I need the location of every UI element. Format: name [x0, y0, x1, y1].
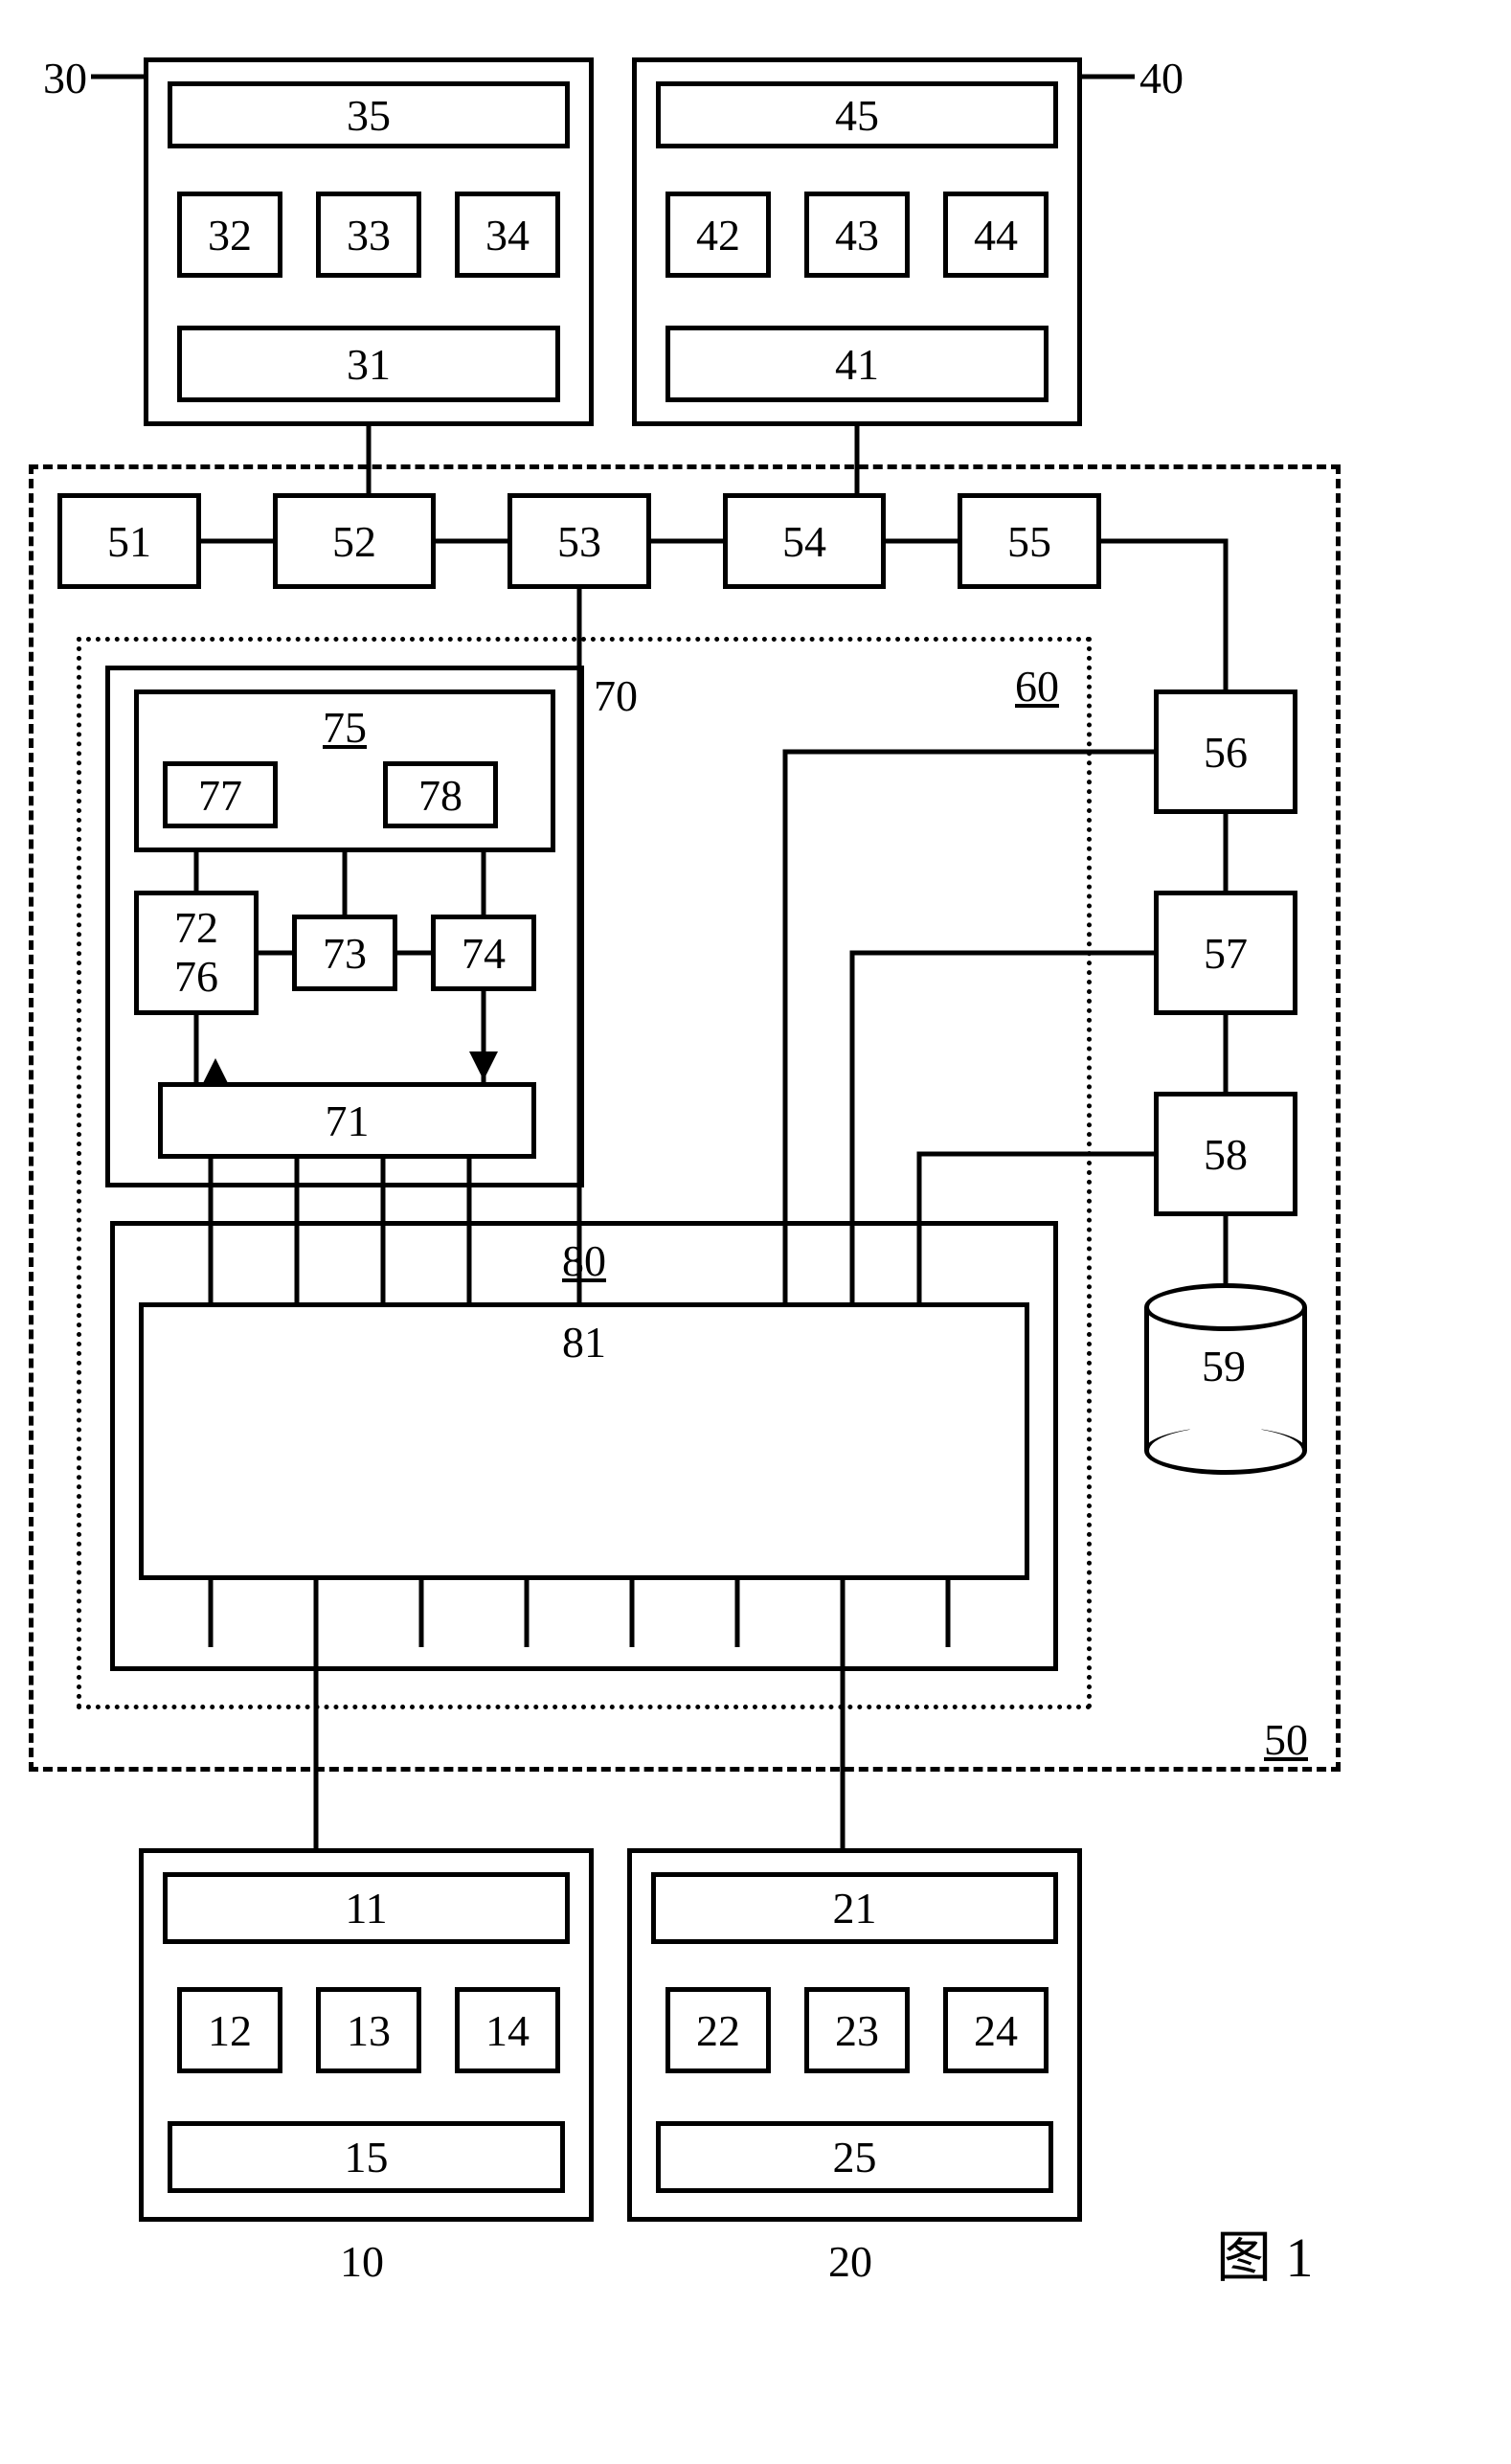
figure-caption: 图 1 [1216, 2212, 1314, 2293]
label-55: 55 [1007, 516, 1051, 567]
label-81: 81 [562, 1317, 606, 1368]
label-11: 11 [345, 1883, 387, 1933]
label-72: 72 [174, 904, 218, 953]
box-22: 22 [665, 1987, 771, 2073]
label-13: 13 [347, 2005, 391, 2056]
label-12: 12 [208, 2005, 252, 2056]
label-44: 44 [974, 210, 1018, 260]
label-57: 57 [1204, 928, 1248, 979]
label-70: 70 [594, 670, 638, 721]
label-40: 40 [1139, 53, 1184, 103]
label-80: 80 [562, 1235, 606, 1286]
label-73: 73 [323, 928, 367, 979]
box-15: 15 [168, 2121, 565, 2193]
label-71: 71 [326, 1096, 370, 1146]
label-15: 15 [345, 2132, 389, 2182]
label-56: 56 [1204, 727, 1248, 778]
label-30: 30 [43, 53, 87, 103]
cylinder-59-top [1144, 1283, 1307, 1331]
box-11: 11 [163, 1872, 570, 1944]
box-77: 77 [163, 761, 278, 828]
label-51: 51 [107, 516, 151, 567]
box-12: 12 [177, 1987, 282, 2073]
label-10: 10 [340, 2236, 384, 2287]
label-54: 54 [782, 516, 826, 567]
box-42: 42 [665, 192, 771, 278]
box-78: 78 [383, 761, 498, 828]
box-41: 41 [665, 326, 1049, 402]
box-56: 56 [1154, 689, 1297, 814]
box-57: 57 [1154, 891, 1297, 1015]
label-59: 59 [1202, 1341, 1246, 1391]
label-31: 31 [347, 339, 391, 390]
label-53: 53 [557, 516, 601, 567]
box-43: 43 [804, 192, 910, 278]
label-21: 21 [833, 1883, 877, 1933]
box-32: 32 [177, 192, 282, 278]
label-45: 45 [835, 90, 879, 141]
label-33: 33 [347, 210, 391, 260]
label-22: 22 [696, 2005, 740, 2056]
label-41: 41 [835, 339, 879, 390]
label-23: 23 [835, 2005, 879, 2056]
label-32: 32 [208, 210, 252, 260]
label-58: 58 [1204, 1129, 1248, 1180]
label-50: 50 [1264, 1714, 1308, 1765]
box-34: 34 [455, 192, 560, 278]
box-72-76: 72 76 [134, 891, 259, 1015]
box-53: 53 [507, 493, 651, 589]
box-71: 71 [158, 1082, 536, 1159]
label-60: 60 [1015, 661, 1059, 712]
box-58: 58 [1154, 1092, 1297, 1216]
label-42: 42 [696, 210, 740, 260]
cylinder-59-bottom [1144, 1427, 1307, 1475]
label-20: 20 [828, 2236, 872, 2287]
label-35: 35 [347, 90, 391, 141]
label-77: 77 [198, 770, 242, 821]
box-25: 25 [656, 2121, 1053, 2193]
box-74: 74 [431, 915, 536, 991]
box-81: 81 [139, 1302, 1029, 1580]
box-35: 35 [168, 81, 570, 148]
label-75: 75 [323, 702, 367, 753]
box-21: 21 [651, 1872, 1058, 1944]
label-43: 43 [835, 210, 879, 260]
box-55: 55 [958, 493, 1101, 589]
label-78: 78 [418, 770, 462, 821]
label-14: 14 [485, 2005, 530, 2056]
box-73: 73 [292, 915, 397, 991]
label-76: 76 [174, 953, 218, 1002]
label-74: 74 [462, 928, 506, 979]
box-45: 45 [656, 81, 1058, 148]
box-44: 44 [943, 192, 1049, 278]
box-14: 14 [455, 1987, 560, 2073]
box-54: 54 [723, 493, 886, 589]
label-25: 25 [833, 2132, 877, 2182]
box-23: 23 [804, 1987, 910, 2073]
box-33: 33 [316, 192, 421, 278]
label-24: 24 [974, 2005, 1018, 2056]
label-34: 34 [485, 210, 530, 260]
box-31: 31 [177, 326, 560, 402]
box-24: 24 [943, 1987, 1049, 2073]
label-52: 52 [332, 516, 376, 567]
box-51: 51 [57, 493, 201, 589]
box-13: 13 [316, 1987, 421, 2073]
box-52: 52 [273, 493, 436, 589]
